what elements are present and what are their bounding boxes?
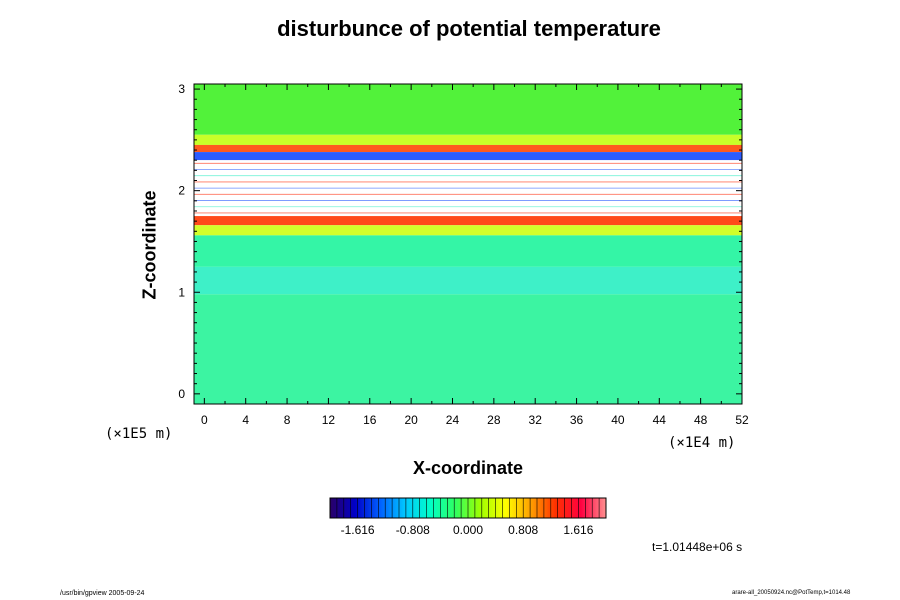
x-scale-label: (×1E4 m) [668,435,736,451]
heatmap-band [194,152,742,161]
x-tick-label: 52 [735,413,749,427]
y-axis: 0 1 2 3 [178,82,742,401]
x-tick-label: 40 [611,413,625,427]
colorbar-tick-label: 1.616 [563,523,593,537]
x-tick-label: 12 [322,413,336,427]
x-tick-label: 44 [653,413,667,427]
x-tick-label: 20 [404,413,418,427]
x-tick-label: 48 [694,413,708,427]
x-tick-label: 16 [363,413,377,427]
y-tick-label: 3 [178,82,185,96]
heatmap-band [194,225,742,236]
heatmap-band [194,134,742,145]
y-axis-label: Z-coordinate [139,190,160,300]
x-tick-label: 28 [487,413,501,427]
x-axis-label: X-coordinate [412,458,523,478]
heatmap-band [194,266,742,295]
colorbar: -1.616 -0.808 0.000 0.808 1.616 [329,497,607,537]
colorbar-tick-label: -0.808 [396,523,430,537]
y-tick-label: 1 [178,285,185,299]
x-axis: 0 4 8 12 16 20 24 28 32 36 40 44 48 52 [201,84,749,427]
colorbar-tick-label: 0.808 [508,523,538,537]
heatmap-band [194,84,742,135]
colorbar-tick-label: -1.616 [341,523,375,537]
colorbar-tick-label: 0.000 [453,523,483,537]
heatmap-band [194,144,742,153]
chart-title: disturbunce of potential temperature [277,16,661,41]
x-tick-label: 24 [446,413,460,427]
plot-frame [193,83,743,405]
y-scale-label: (×1E5 m) [105,426,173,442]
footer-left: /usr/bin/gpview 2005-09-24 [60,590,145,597]
heatmap-band [194,216,742,226]
heatmap-band [194,294,742,404]
y-tick-label: 0 [178,387,185,401]
x-tick-label: 8 [284,413,291,427]
y-tick-label: 2 [178,184,185,198]
x-tick-label: 4 [242,413,249,427]
x-tick-label: 36 [570,413,584,427]
footer-right: arare-all_20050924.nc@PotTemp,t=1014.48 [732,590,851,596]
time-label: t=1.01448e+06 s [652,540,743,554]
heatmap-bands [194,84,742,404]
heatmap-band [194,235,742,267]
x-tick-label: 0 [201,413,208,427]
x-tick-label: 32 [529,413,543,427]
